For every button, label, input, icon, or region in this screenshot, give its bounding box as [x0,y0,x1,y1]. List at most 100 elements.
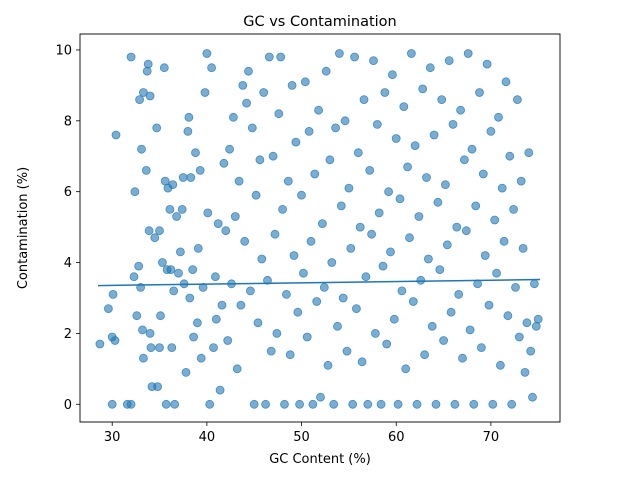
data-point [344,183,354,193]
data-point [357,357,367,367]
data-point [266,346,276,356]
data-point [317,219,327,229]
data-point [174,268,183,278]
data-point [431,399,441,409]
data-point [340,116,350,126]
data-point [169,286,179,296]
data-point [399,102,409,111]
y-tick-label: 6 [64,185,72,200]
data-point [505,151,515,161]
data-point [321,66,331,76]
data-point [382,339,392,349]
data-point [257,254,267,264]
data-point [247,123,257,133]
data-point [370,328,380,338]
x-tick-label: 60 [388,430,405,445]
data-point [533,314,543,324]
data-point [511,282,520,292]
y-tick-label: 8 [64,114,72,129]
data-point [475,88,484,97]
data-point [156,311,165,321]
data-point [433,197,443,207]
data-point [386,247,395,257]
data-point [469,399,479,409]
data-point [308,399,318,409]
data-point [384,187,394,197]
data-point [146,343,156,353]
data-point [155,226,164,236]
data-point [104,304,113,314]
data-point [494,112,503,122]
data-point [395,194,405,204]
data-point [425,63,435,73]
data-point [389,314,399,324]
data-point [270,229,280,239]
data-point [314,105,324,115]
data-point [518,243,528,253]
data-point [264,52,274,62]
data-point [189,332,199,342]
data-point [203,208,213,218]
data-point [152,123,162,133]
data-point [177,204,187,214]
data-point [499,236,509,246]
data-point [193,243,203,253]
data-point [251,190,261,200]
data-point [509,204,518,214]
trend-line [97,278,541,287]
data-point [221,226,231,236]
data-point [412,399,422,409]
data-point [480,251,490,260]
data-point [329,399,339,409]
data-point [359,95,369,104]
x-tick-label: 50 [293,430,310,445]
data-point [159,63,169,73]
data-point [200,88,210,97]
data-point [135,95,145,104]
data-point [170,399,180,409]
data-point [126,52,136,62]
data-point [138,353,148,363]
data-point [183,126,193,136]
data-point [503,311,513,321]
data-point [263,275,272,285]
data-point [186,173,196,182]
data-point [353,148,363,158]
data-point [302,332,312,342]
data-point [516,176,526,186]
data-point [172,212,182,221]
data-point [141,165,151,175]
data-point [215,385,225,395]
data-point [484,300,494,310]
data-point [355,222,365,232]
data-point [238,81,248,90]
y-tick-label: 2 [64,327,72,342]
data-point [223,336,233,345]
data-point [278,204,288,214]
data-point [280,399,289,409]
y-axis-label: Contamination (%) [16,167,31,289]
data-point [408,297,418,306]
data-point [298,268,308,278]
data-point [363,399,373,409]
data-point [501,77,511,87]
data-point [374,208,384,218]
data-point [175,247,185,257]
data-point [181,367,191,377]
data-point [196,353,206,363]
data-point [420,350,430,360]
data-point [342,346,352,356]
data-point [137,144,146,154]
data-point [150,233,160,243]
data-point [497,183,507,193]
data-point [217,300,227,310]
data-point [522,318,532,328]
data-point [405,233,414,243]
data-point [429,130,439,140]
data-point [281,289,291,299]
data-point [372,120,382,129]
data-point [338,293,348,303]
data-point [367,229,377,239]
data-point [268,151,278,161]
